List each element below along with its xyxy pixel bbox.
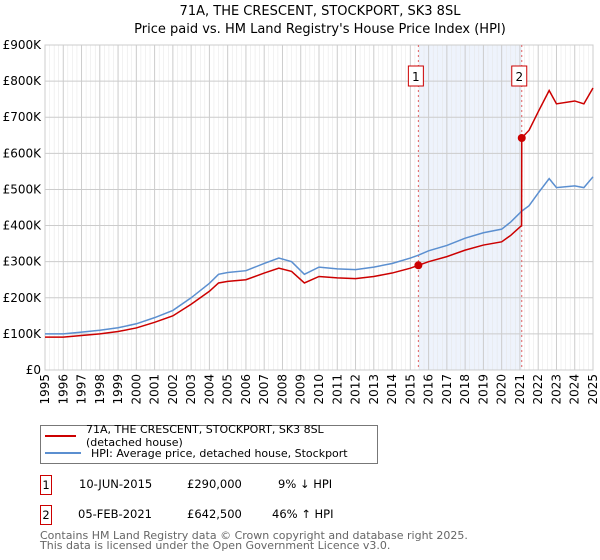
y-tick-label: £200K [3, 291, 43, 305]
legend-item-hpi: HPI: Average price, detached house, Stoc… [45, 445, 348, 461]
plot-frame [44, 44, 594, 371]
x-tick-label: 2025 [586, 374, 600, 405]
sale-point [414, 261, 423, 270]
x-tick-label: 2024 [568, 374, 582, 405]
transaction-date: 05-FEB-2021 [78, 507, 152, 521]
transaction-price: £642,500 [187, 507, 242, 521]
x-tick-label: 2001 [148, 374, 162, 405]
x-tick-label: 2005 [221, 374, 235, 405]
transaction-date: 10-JUN-2015 [79, 477, 153, 491]
y-tick-label: £800K [3, 74, 43, 88]
hpi-line [45, 176, 594, 335]
sale-point [517, 133, 526, 142]
y-tick-label: £400K [3, 219, 43, 233]
y-tick-label: £500K [3, 182, 43, 196]
x-tick-label: 1996 [56, 374, 70, 405]
x-tick-label: 2012 [349, 374, 363, 405]
x-tick-label: 2006 [239, 374, 253, 405]
x-tick-label: 1995 [38, 374, 52, 405]
x-tick-label: 2014 [385, 374, 399, 405]
transaction-marker: 2 [40, 505, 52, 525]
footer: Contains HM Land Registry data © Crown c… [40, 529, 468, 552]
sale-marker-label: 2 [515, 70, 523, 84]
x-tick-label: 2000 [129, 374, 143, 405]
x-tick-label: 2018 [458, 374, 472, 405]
transaction-hpi-diff: 46% ↑ HPI [272, 507, 334, 521]
x-tick-label: 2016 [422, 374, 436, 405]
property-line [45, 87, 594, 338]
sale-marker-box [511, 65, 528, 87]
y-tick-label: £0 [26, 363, 41, 377]
x-tick-label: 2022 [531, 374, 545, 405]
legend-item-property: 71A, THE CRESCENT, STOCKPORT, SK3 8SL (d… [45, 423, 377, 449]
x-tick-label: 1997 [75, 374, 89, 405]
shaded-period [418, 45, 522, 370]
transaction-marker: 1 [40, 475, 52, 495]
price-chart: 1995 1996 1997 1998 1999 2000 2001 2002 2003 2004… [3, 38, 600, 405]
y-tick-label: £100K [3, 327, 43, 341]
x-tick-label: 2007 [257, 374, 271, 405]
x-tick-label: 2003 [184, 374, 198, 405]
y-tick-label: £600K [3, 146, 43, 160]
x-tick-label: 2010 [312, 374, 326, 405]
transaction-row: 2 05-FEB-2021 £642,500 46% ↑ HPI [40, 505, 440, 525]
footer-line-2: This data is licensed under the Open Gov… [40, 539, 391, 552]
legend-label-property: 71A, THE CRESCENT, STOCKPORT, SK3 8SL (d… [86, 423, 324, 449]
sale-marker-box [407, 65, 424, 87]
x-tick-label: 2011 [330, 374, 344, 405]
y-tick-label: £900K [3, 38, 43, 52]
title-line-1: 71A, THE CRESCENT, STOCKPORT, SK3 8SL [179, 4, 461, 19]
title-line-2: Price paid vs. HM Land Registry's House … [134, 22, 506, 37]
x-tick-label: 2020 [495, 374, 509, 405]
transaction-hpi-diff: 9% ↓ HPI [278, 477, 333, 491]
x-tick-label: 2015 [403, 374, 417, 405]
chart-title: 71A, THE CRESCENT, STOCKPORT, SK3 8SL Pri… [0, 3, 600, 39]
x-tick-label: 2009 [294, 374, 308, 405]
x-tick-label: 2013 [367, 374, 381, 405]
x-tick-label: 1999 [111, 374, 125, 405]
x-tick-label: 2004 [202, 374, 216, 405]
x-tick-label: 2002 [166, 374, 180, 405]
legend: 71A, THE CRESCENT, STOCKPORT, SK3 8SL (d… [40, 423, 378, 464]
x-tick-label: 2008 [275, 374, 289, 405]
legend-swatch-property [45, 435, 76, 437]
legend-label-hpi: HPI: Average price, detached house, Stoc… [91, 446, 348, 460]
x-tick-label: 2019 [476, 374, 490, 405]
legend-swatch-hpi [45, 452, 81, 454]
y-tick-label: £700K [3, 110, 43, 124]
x-tick-label: 2021 [513, 374, 527, 405]
x-tick-label: 2023 [549, 374, 563, 405]
y-tick-label: £300K [3, 255, 43, 269]
x-tick-label: 1998 [93, 374, 107, 405]
footer-line-1: Contains HM Land Registry data © Crown c… [40, 529, 468, 542]
sale-marker-label: 1 [412, 70, 420, 84]
x-tick-label: 2017 [440, 374, 454, 405]
transaction-row: 1 10-JUN-2015 £290,000 9% ↓ HPI [40, 475, 440, 495]
transaction-price: £290,000 [187, 477, 242, 491]
